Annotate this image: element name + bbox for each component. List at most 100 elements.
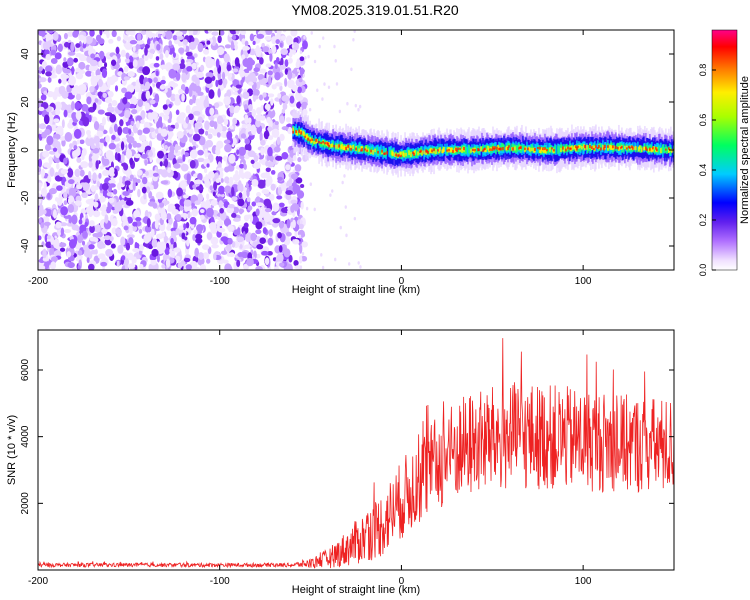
noise-speckle: [178, 63, 186, 70]
noise-speckle: [153, 62, 160, 68]
noise-speckle: [165, 49, 169, 58]
noise-speckle: [113, 123, 118, 133]
noise-speckle: [63, 200, 68, 206]
noise-speckle: [277, 231, 282, 239]
noise-speckle: [111, 100, 118, 107]
noise-speckle: [81, 192, 89, 199]
noise-speckle: [59, 222, 68, 227]
noise-speckle: [213, 67, 218, 77]
noise-speckle: [67, 122, 74, 129]
noise-speckle: [170, 237, 174, 245]
noise-speckle: [182, 30, 187, 35]
noise-speckle: [180, 58, 185, 65]
noise-speckle: [66, 57, 74, 67]
noise-speckle: [122, 191, 130, 197]
noise-speckle: [60, 206, 69, 216]
noise-speckle: [159, 84, 166, 90]
noise-speckle: [341, 180, 344, 185]
noise-speckle: [55, 221, 62, 229]
noise-speckle: [130, 96, 138, 107]
noise-speckle: [85, 35, 93, 45]
noise-speckle: [233, 229, 241, 236]
noise-speckle: [121, 87, 128, 94]
noise-speckle: [277, 176, 283, 181]
noise-speckle: [280, 57, 284, 67]
noise-speckle: [97, 253, 106, 260]
noise-speckle: [235, 84, 242, 89]
signal-band-cell: [537, 146, 539, 150]
noise-speckle: [259, 131, 263, 142]
noise-speckle: [178, 88, 184, 95]
noise-speckle: [51, 127, 58, 132]
noise-speckle: [295, 94, 304, 101]
noise-speckle: [227, 204, 235, 209]
noise-speckle: [300, 201, 304, 210]
signal-band-cell: [617, 146, 619, 150]
noise-speckle: [154, 219, 159, 230]
noise-speckle: [293, 259, 299, 267]
signal-band-cell: [557, 145, 559, 154]
noise-speckle: [260, 139, 266, 146]
noise-speckle: [43, 221, 51, 226]
noise-speckle: [358, 104, 362, 109]
noise-speckle: [109, 172, 115, 177]
noise-speckle: [279, 64, 287, 70]
noise-speckle: [76, 139, 80, 145]
noise-speckle: [160, 79, 166, 85]
y-tick-label: -20: [20, 190, 31, 205]
noise-speckle: [320, 253, 323, 257]
noise-speckle: [279, 42, 283, 48]
noise-speckle: [193, 53, 198, 58]
noise-speckle: [136, 33, 142, 41]
noise-speckle: [321, 265, 325, 270]
noise-speckle: [209, 120, 216, 128]
noise-speckle: [101, 183, 109, 191]
noise-speckle: [63, 57, 67, 63]
noise-speckle: [97, 78, 103, 88]
noise-speckle: [194, 179, 202, 185]
colorbar-tick-label: 0.0: [698, 264, 708, 277]
noise-speckle: [218, 156, 223, 161]
noise-speckle: [229, 30, 238, 35]
noise-speckle: [267, 250, 273, 256]
noise-speckle: [247, 150, 256, 158]
signal-band-cell: [303, 131, 305, 137]
noise-speckle: [153, 77, 158, 83]
noise-speckle: [55, 109, 61, 116]
noise-speckle: [79, 139, 85, 145]
noise-speckle: [249, 75, 253, 82]
noise-speckle: [261, 250, 269, 256]
noise-speckle: [207, 128, 215, 134]
noise-speckle: [281, 94, 290, 102]
noise-speckle: [274, 62, 278, 70]
noise-speckle: [144, 102, 151, 111]
noise-speckle: [354, 103, 358, 108]
noise-speckle: [178, 225, 184, 230]
noise-speckle: [253, 155, 259, 163]
noise-speckle: [223, 118, 229, 126]
noise-speckle: [92, 102, 97, 111]
noise-speckle: [244, 138, 251, 145]
noise-speckle: [278, 245, 283, 253]
signal-band-cell: [370, 149, 372, 153]
noise-speckle: [213, 102, 220, 109]
noise-speckle: [210, 236, 219, 245]
noise-speckle: [253, 67, 260, 73]
noise-speckle: [117, 102, 125, 111]
noise-speckle: [55, 64, 62, 75]
noise-speckle: [281, 186, 286, 191]
noise-speckle: [38, 106, 45, 112]
noise-speckle: [252, 40, 256, 46]
signal-band-cell: [544, 147, 546, 151]
noise-speckle: [260, 172, 269, 179]
signal-band-cell: [338, 144, 340, 148]
noise-speckle: [150, 184, 154, 191]
noise-speckle: [204, 76, 213, 84]
noise-speckle: [231, 196, 238, 202]
noise-speckle: [88, 244, 95, 250]
noise-speckle: [125, 30, 132, 36]
noise-speckle: [159, 112, 165, 117]
noise-speckle: [236, 149, 240, 155]
noise-speckle: [134, 87, 142, 93]
noise-speckle: [93, 201, 99, 208]
